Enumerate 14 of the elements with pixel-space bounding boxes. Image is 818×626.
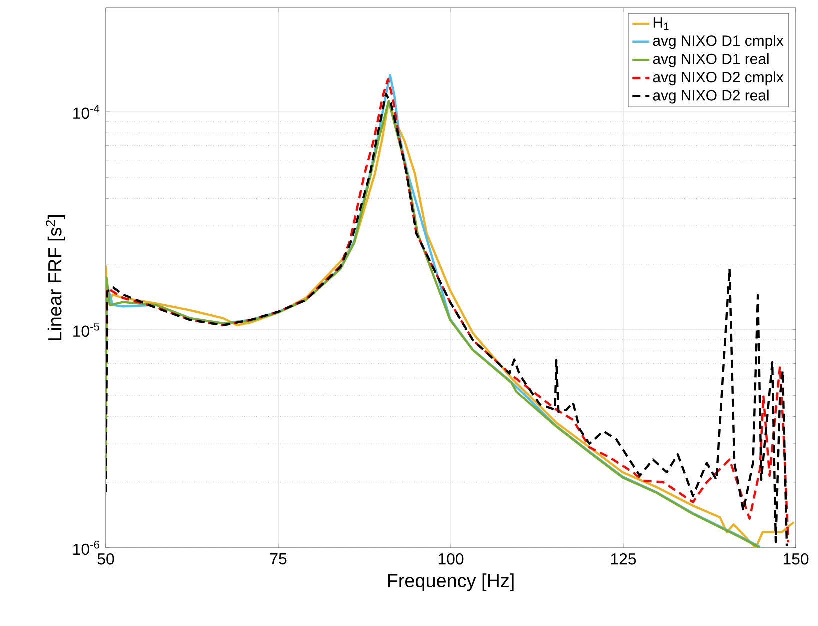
x-tick-label: 75	[270, 554, 287, 565]
y-tick-label: 10$^{-5}$	[74, 322, 100, 338]
y-tick-label: 10$^{-4}$	[74, 104, 100, 120]
legend-label: avg NIXO D2 real	[653, 90, 769, 104]
y-axis-title: Linear FRF [s$^{2}$]	[46, 215, 66, 340]
x-axis-title: Frequency [Hz]	[388, 574, 514, 592]
legend-label: avg NIXO D2 cmplx	[653, 72, 784, 86]
legend-label: avg NIXO D1 real	[653, 53, 769, 68]
legend-label: avg NIXO D1 cmplx	[653, 35, 784, 50]
x-tick-label: 150	[784, 554, 809, 565]
legend-label: H$_{1}$	[654, 18, 669, 30]
x-tick-label: 125	[611, 554, 636, 565]
x-tick-label: 100	[438, 554, 464, 565]
x-tick-label: 50	[98, 554, 114, 565]
